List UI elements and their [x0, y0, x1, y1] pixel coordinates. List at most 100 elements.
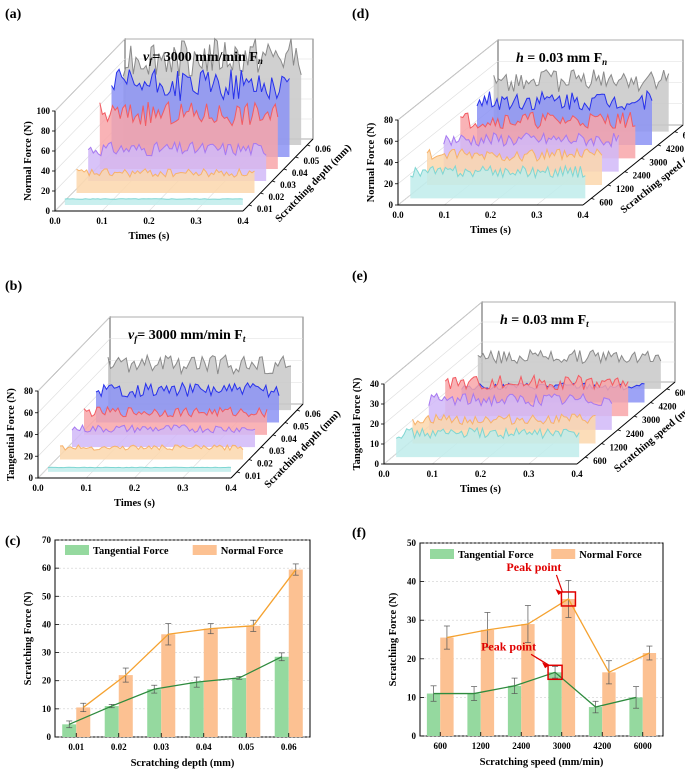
- grid-line: [37, 338, 111, 413]
- x-tick-label: 0.1: [96, 216, 108, 226]
- x-axis-label: Times (s): [460, 484, 501, 495]
- bar-tangential: [588, 707, 603, 736]
- y-tick-label: 40: [42, 619, 52, 629]
- series-line: [477, 348, 662, 365]
- bar-tangential: [426, 693, 441, 736]
- series-line: [59, 444, 244, 452]
- z-tick-label: 3000: [649, 157, 668, 167]
- bar-tangential: [467, 693, 481, 736]
- y-tick-label: 80: [41, 126, 51, 136]
- bar-normal: [203, 628, 218, 737]
- y-axis-label: Scratching Force (N): [23, 591, 34, 685]
- series-line: [99, 100, 279, 127]
- title-rest: = 3000 mm/min F: [152, 50, 258, 65]
- series-line: [107, 353, 292, 376]
- x-tick-label: 0.01: [68, 742, 84, 752]
- y-tick-label: 50: [407, 538, 417, 548]
- z-axis: [582, 124, 684, 206]
- y-tick-label: 20: [24, 451, 34, 461]
- panel-label: (a): [5, 7, 22, 22]
- x-tick-label: 6000: [634, 741, 653, 751]
- z-tick-mark: [650, 402, 654, 404]
- z-tick-mark: [591, 197, 595, 200]
- series-area: [60, 444, 243, 460]
- z-tick-mark: [296, 409, 301, 412]
- legend-swatch-normal: [192, 545, 217, 555]
- bar-tangential: [507, 685, 522, 736]
- x-tick-label: 0.2: [475, 469, 487, 479]
- z-tick-mark: [260, 446, 265, 449]
- z-tick-mark: [272, 180, 276, 183]
- z-tick-label: 0.06: [315, 144, 331, 154]
- series-line: [122, 37, 302, 77]
- title-tail-sub: t: [243, 334, 246, 344]
- title-sub: f: [149, 56, 153, 66]
- bar-normal: [440, 637, 454, 736]
- x-tick-label: 0.02: [111, 742, 127, 752]
- x-tick-label: 0.0: [49, 216, 61, 226]
- legend-label-normal: Normal Force: [221, 546, 284, 557]
- x-tick-label: 0.2: [129, 483, 141, 493]
- x-tick-label: 0.2: [143, 216, 155, 226]
- z-tick-label: 1200: [610, 443, 629, 453]
- series-line: [410, 164, 586, 180]
- z-tick-mark: [236, 471, 241, 474]
- y-tick-label: 20: [370, 419, 380, 429]
- z-tick-label: 0.04: [292, 168, 308, 178]
- z-tick-mark: [674, 131, 678, 134]
- peak-box: [547, 664, 563, 681]
- bar-tangential: [274, 656, 289, 737]
- x-tick-label: 0.1: [81, 483, 93, 493]
- bar-tangential: [629, 697, 643, 736]
- z-tick-label: 6000: [683, 131, 685, 141]
- y-tick-label: 40: [407, 577, 417, 587]
- z-tick-mark: [585, 456, 589, 459]
- series-line: [444, 373, 629, 391]
- grid-line: [397, 61, 499, 142]
- legend-swatch-tangential: [430, 549, 454, 559]
- series-line: [76, 167, 255, 178]
- y-tick-label: 100: [37, 106, 51, 116]
- bar-tangential: [548, 672, 562, 736]
- legend-swatch-tangential: [65, 545, 89, 555]
- grid-line: [383, 341, 483, 425]
- y-axis-label: Normal Force (N): [366, 122, 377, 202]
- legend-label-tangential: Tangential Force: [458, 550, 534, 561]
- x-tick-label: 0.0: [378, 469, 390, 479]
- panel-3d-d: 0 20 40 60 80 0.0 0.1 0.2 0.3 0.4 6000 4200 3000 2400…: [352, 7, 685, 236]
- bar-chart-f: 0 10 20 30 40 50 600 1200 2400 3000 4200 6000 Tangen…: [352, 526, 664, 768]
- x-tick-label: 0.0: [32, 483, 44, 493]
- x-tick-label: 0.4: [237, 216, 249, 226]
- x-tick-label: 0.1: [439, 210, 451, 220]
- panel-title: vf= 3000 mm/min Ft: [128, 328, 246, 344]
- z-tick-label: 6000: [675, 388, 685, 398]
- legend-label-normal: Normal Force: [579, 550, 642, 561]
- y-tick-label: 0: [375, 459, 380, 469]
- z-tick-label: 0.02: [257, 459, 273, 469]
- y-tick-label: 0: [47, 732, 52, 742]
- bar-normal: [246, 625, 261, 737]
- z-tick-label: 2400: [626, 429, 645, 439]
- z-tick-mark: [617, 429, 621, 432]
- grid-line: [37, 316, 111, 392]
- bar-normal: [118, 675, 133, 737]
- grid-line: [383, 321, 483, 405]
- z-tick-label: 0.03: [269, 446, 285, 456]
- y-tick-label: 60: [384, 136, 394, 146]
- x-tick-label: 0.4: [571, 469, 583, 479]
- bar-normal: [480, 629, 495, 736]
- title-var: h: [516, 51, 524, 66]
- grid-line: [383, 301, 483, 385]
- series-line: [428, 392, 613, 408]
- x-tick-label: 4200: [593, 741, 612, 751]
- series-line: [412, 413, 596, 426]
- bar-normal: [76, 707, 91, 737]
- x-axis-label: Times (s): [470, 225, 511, 236]
- title-var: v: [128, 328, 135, 343]
- y-tick-label: 10: [370, 439, 380, 449]
- title-rest: = 0.03 mm F: [524, 51, 602, 66]
- x-tick-label: 0.3: [177, 483, 189, 493]
- series-line: [395, 426, 580, 440]
- z-tick-label: 4200: [659, 402, 678, 412]
- panel-label: (f): [352, 526, 366, 541]
